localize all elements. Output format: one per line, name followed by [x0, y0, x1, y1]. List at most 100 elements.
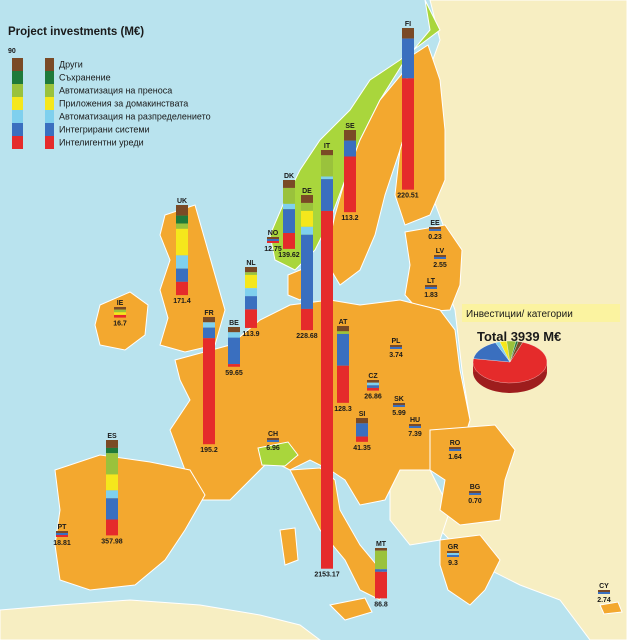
bar-segment: [56, 531, 68, 533]
bar-segment: [402, 38, 414, 79]
country-total: 6.96: [266, 445, 280, 452]
country-total: 171.4: [173, 298, 191, 305]
country-total: 128.3: [334, 406, 352, 413]
bar-segment: [321, 210, 333, 569]
country-code: SK: [394, 396, 404, 403]
bar-segment: [321, 179, 333, 211]
country-bar-uk: UK 171.4: [173, 198, 191, 305]
bar-segment: [203, 338, 215, 445]
bar-segment: [344, 140, 356, 157]
country-code: SE: [345, 123, 355, 130]
country-total: 5.99: [392, 410, 406, 417]
bar-segment: [447, 553, 459, 555]
bar-segment: [114, 314, 126, 318]
legend-scale-segment: [12, 58, 23, 71]
bar-segment: [176, 268, 188, 282]
bar-segment: [393, 405, 405, 407]
land-iberia: [54, 454, 206, 591]
bar-segment: [203, 322, 215, 328]
bar-segment: [367, 387, 379, 391]
country-bar-no: NO 12.75: [264, 230, 282, 253]
scale-max-label: 90: [8, 48, 16, 55]
legend-items: Други Съхранение Автоматизация на преноса П…: [45, 58, 211, 149]
bar-segment: [447, 551, 459, 553]
bar-segment: [301, 195, 313, 203]
country-total: 0.23: [428, 234, 442, 241]
country-bar-se: SE 113.2: [341, 123, 358, 222]
bar-segment: [402, 28, 414, 39]
bar-segment: [301, 234, 313, 309]
callout-box: [462, 304, 620, 322]
bar-segment: [245, 296, 257, 310]
bar-segment: [429, 229, 441, 231]
bar-segment: [283, 203, 295, 210]
bar-segment: [337, 365, 349, 403]
country-total: 86.8: [374, 601, 388, 608]
country-bar-dk: DK 139.62: [278, 173, 300, 259]
bar-segment: [598, 592, 610, 594]
country-bar-be: BE 59.65: [225, 320, 243, 377]
country-total: 1.64: [448, 454, 462, 461]
country-bar-lt: LT 1.83: [424, 278, 438, 299]
bar-segment: [344, 130, 356, 141]
legend-swatch: [45, 123, 54, 136]
bar-segment: [469, 491, 481, 493]
legend-swatch: [45, 97, 54, 110]
land-ireland: [94, 291, 149, 351]
bar-segment: [176, 255, 188, 269]
bar-segment: [337, 331, 349, 334]
bar-segment: [375, 571, 387, 599]
bar-segment: [425, 287, 437, 289]
country-code: CY: [599, 583, 609, 590]
bar-segment: [409, 426, 421, 428]
bar-segment: [114, 312, 126, 315]
land-baltics: [404, 224, 463, 313]
country-code: DE: [302, 188, 312, 195]
country-code: ES: [107, 433, 117, 440]
country-code: SI: [359, 411, 366, 418]
country-code: CH: [268, 431, 278, 438]
bar-segment: [301, 210, 313, 227]
country-code: HU: [410, 417, 420, 424]
bar-segment: [176, 228, 188, 256]
bar-segment: [283, 233, 295, 249]
country-bar-fi: FI 220.51: [397, 21, 419, 200]
bar-segment: [106, 474, 118, 491]
country-total: 228.68: [296, 333, 318, 340]
legend-label: Приложения за домакинствата: [59, 99, 188, 109]
country-bar-sk: SK 5.99: [392, 396, 406, 417]
bar-segment: [434, 255, 446, 257]
legend-scale-segment: [12, 123, 23, 136]
legend-swatch: [45, 58, 54, 71]
bar-segment: [321, 176, 333, 180]
legend-label: Автоматизация на преноса: [59, 86, 172, 96]
legend-scale-segment: [12, 136, 23, 149]
bar-segment: [176, 205, 188, 216]
country-bar-si: SI 41.35: [353, 411, 371, 452]
country-total: 139.62: [278, 252, 300, 259]
country-code: LV: [436, 248, 445, 255]
bar-segment: [337, 333, 349, 366]
country-bar-es: ES 357.98: [101, 433, 123, 545]
country-total: 357.98: [101, 538, 123, 545]
bar-segment: [267, 438, 279, 440]
bar-segment: [301, 202, 313, 211]
bar-segment: [228, 364, 240, 367]
bar-segment: [356, 418, 368, 424]
legend-scale-segment: [12, 97, 23, 110]
bar-segment: [228, 337, 240, 365]
callout-label: Инвестиции/ категории: [466, 309, 573, 320]
pie-chart: [472, 340, 548, 393]
map-title: Project investments (M€): [8, 26, 144, 38]
bar-segment: [429, 227, 441, 229]
legend-label: Съхранение: [59, 73, 111, 83]
bar-segment: [390, 345, 402, 347]
bar-segment: [409, 424, 421, 426]
bar-segment: [106, 447, 118, 454]
country-code: GR: [448, 544, 459, 551]
legend-scale-segment: [12, 71, 23, 84]
bar-segment: [283, 187, 295, 204]
country-code: LT: [427, 278, 436, 285]
